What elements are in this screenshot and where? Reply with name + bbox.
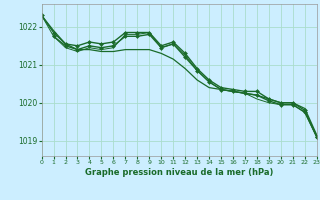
X-axis label: Graphe pression niveau de la mer (hPa): Graphe pression niveau de la mer (hPa)	[85, 168, 273, 177]
